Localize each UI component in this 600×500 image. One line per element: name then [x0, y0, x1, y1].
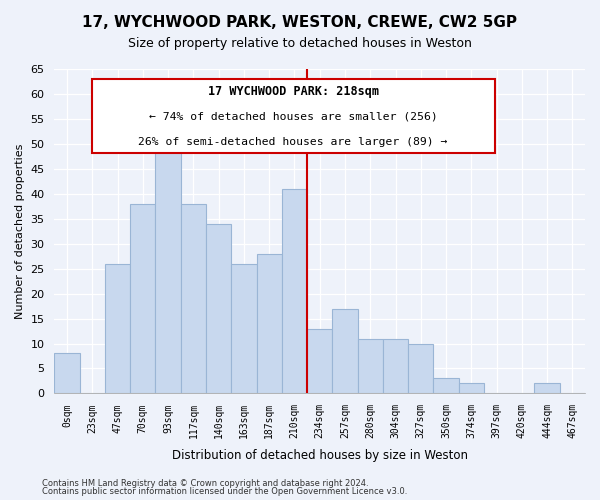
Bar	[433, 378, 458, 394]
Bar	[332, 308, 358, 394]
X-axis label: Distribution of detached houses by size in Weston: Distribution of detached houses by size …	[172, 450, 468, 462]
Bar	[282, 189, 307, 394]
Bar	[458, 384, 484, 394]
Y-axis label: Number of detached properties: Number of detached properties	[15, 144, 25, 319]
Text: Contains public sector information licensed under the Open Government Licence v3: Contains public sector information licen…	[42, 486, 407, 496]
Bar	[231, 264, 257, 394]
Bar	[408, 344, 433, 394]
Bar	[155, 139, 181, 394]
Bar	[535, 384, 560, 394]
Text: ← 74% of detached houses are smaller (256): ← 74% of detached houses are smaller (25…	[149, 111, 437, 121]
Text: Contains HM Land Registry data © Crown copyright and database right 2024.: Contains HM Land Registry data © Crown c…	[42, 479, 368, 488]
Text: 17 WYCHWOOD PARK: 218sqm: 17 WYCHWOOD PARK: 218sqm	[208, 85, 379, 98]
FancyBboxPatch shape	[92, 78, 495, 154]
Bar	[358, 338, 383, 394]
Bar	[257, 254, 282, 394]
Bar	[206, 224, 231, 394]
Text: 17, WYCHWOOD PARK, WESTON, CREWE, CW2 5GP: 17, WYCHWOOD PARK, WESTON, CREWE, CW2 5G…	[83, 15, 517, 30]
Bar	[105, 264, 130, 394]
Bar	[307, 328, 332, 394]
Bar	[130, 204, 155, 394]
Bar	[383, 338, 408, 394]
Text: 26% of semi-detached houses are larger (89) →: 26% of semi-detached houses are larger (…	[139, 137, 448, 147]
Text: Size of property relative to detached houses in Weston: Size of property relative to detached ho…	[128, 38, 472, 51]
Bar	[55, 354, 80, 394]
Bar	[181, 204, 206, 394]
